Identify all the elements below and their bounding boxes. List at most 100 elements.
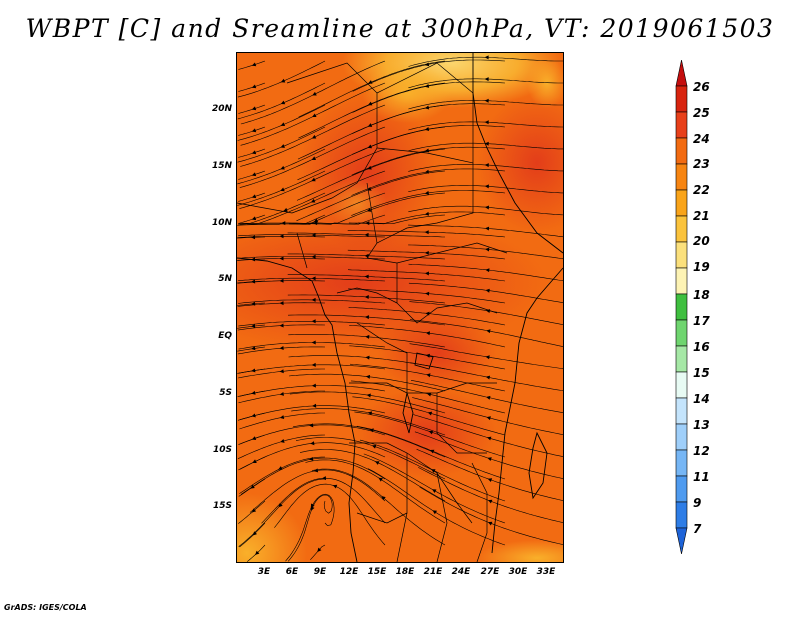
streamline (238, 500, 266, 524)
streamline-arrowhead (424, 230, 429, 235)
streamline-arrowhead (484, 205, 490, 210)
map-panel (236, 52, 564, 563)
streamline-arrowhead (424, 250, 429, 255)
streamline-arrowhead (251, 368, 256, 373)
streamline-arrowhead (251, 84, 257, 89)
lon-label: 21E (423, 567, 443, 577)
streamline-arrowhead (485, 355, 490, 360)
streamline-arrowhead (280, 187, 285, 192)
streamline-arrowhead (311, 297, 316, 302)
streamline-arrowhead (486, 416, 491, 421)
streamline-arrowhead (367, 123, 373, 127)
streamline-arrowhead (252, 459, 257, 463)
streamline-arrowhead (424, 148, 430, 153)
streamline-arrowhead (313, 468, 319, 473)
streamline-arrowhead (424, 211, 429, 216)
colorbar-swatch (675, 60, 688, 87)
streamline-arrowhead (365, 374, 371, 379)
streamline-arrowhead (425, 291, 430, 296)
streamline (238, 170, 266, 180)
streamline-arrowhead (484, 226, 490, 231)
credit-text: GrADS: IGES/COLA (4, 603, 87, 612)
streamline (237, 324, 266, 329)
streamline-arrowhead (378, 477, 383, 482)
streamline-arrowhead (487, 499, 493, 504)
colorbar-swatch (675, 501, 688, 529)
colorbar-swatch (675, 371, 688, 399)
streamline (240, 405, 386, 420)
streamline-arrowhead (486, 436, 492, 441)
colorbar-swatch (675, 475, 688, 503)
colorbar-swatch (675, 423, 688, 451)
streamline-arrowhead (424, 83, 430, 88)
lat-label: 15N (211, 161, 232, 171)
streamline-arrowhead (424, 105, 430, 110)
streamline-arrowhead (427, 411, 433, 416)
streamline-arrowhead (251, 235, 256, 240)
streamline (238, 192, 266, 202)
streamline-arrowhead (255, 550, 260, 555)
colorbar-label: 14 (693, 392, 710, 406)
streamline-arrowhead (429, 449, 435, 454)
streamline (237, 236, 266, 239)
streamline-arrowhead (280, 438, 285, 443)
colorbar-swatch (675, 137, 688, 165)
streamline-arrowhead (368, 80, 373, 84)
streamline (238, 104, 266, 114)
streamline (238, 256, 386, 260)
colorbar-label: 11 (693, 470, 710, 484)
streamline-arrowhead (279, 234, 284, 239)
streamline-arrowhead (487, 457, 492, 462)
streamline-arrowhead (279, 278, 284, 283)
streamline (238, 277, 386, 282)
lat-label: 10S (212, 445, 232, 455)
streamline-arrowhead (424, 271, 430, 276)
streamline-arrowhead (278, 466, 283, 470)
streamline-arrowhead (251, 216, 257, 221)
streamline-arrowhead (251, 106, 257, 111)
streamline-arrowhead (317, 547, 322, 552)
streamline-arrowhead (280, 144, 285, 148)
colorbar-label: 18 (693, 288, 710, 302)
lat-label: 5N (218, 274, 232, 284)
streamline-arrowhead (251, 172, 257, 177)
streamline-arrowhead (279, 391, 284, 396)
streamline-arrowhead (311, 156, 317, 160)
lon-label: 12E (339, 567, 359, 577)
streamline-arrowhead (311, 276, 316, 281)
streamline-arrowhead (432, 489, 437, 493)
streamline-arrowhead (311, 254, 316, 259)
plot-title: WBPT [C] and Sreamline at 300hPa, VT: 20… (25, 14, 775, 43)
streamline-arrowhead (367, 165, 372, 170)
colorbar-label: 20 (693, 234, 710, 248)
streamline-arrows (250, 55, 493, 555)
streamline-arrowhead (364, 274, 369, 279)
streamline-arrowhead (312, 113, 317, 118)
streamline-arrowhead (364, 232, 369, 237)
streamline-arrowhead (424, 127, 430, 131)
streamline-arrowhead (487, 521, 493, 526)
streamline-arrowhead (332, 484, 338, 489)
streamline-arrowhead (252, 531, 257, 536)
streamline (239, 385, 386, 397)
streamline-arrowhead (484, 120, 489, 125)
streamline-arrowhead (365, 355, 370, 360)
streamline-arrowhead (280, 165, 285, 170)
streamline-arrowhead (485, 247, 490, 252)
streamline-arrowhead (251, 279, 256, 284)
streamline-arrowhead (369, 428, 374, 433)
streamline-arrowhead (279, 256, 284, 261)
streamline (237, 346, 266, 352)
streamline-arrowhead (484, 163, 489, 168)
colorbar-swatch (675, 215, 688, 243)
colorbar-label: 24 (693, 132, 710, 146)
streamline-arrowhead (279, 369, 284, 374)
streamline-arrowhead (283, 207, 288, 212)
streamline-arrowhead (251, 62, 257, 67)
lat-label: EQ (218, 331, 232, 341)
streamline-arrowhead (278, 503, 283, 508)
streamline-arrowhead (365, 334, 370, 339)
streamline (238, 321, 386, 327)
streamline (238, 234, 386, 238)
colorbar-label: 15 (693, 366, 710, 380)
